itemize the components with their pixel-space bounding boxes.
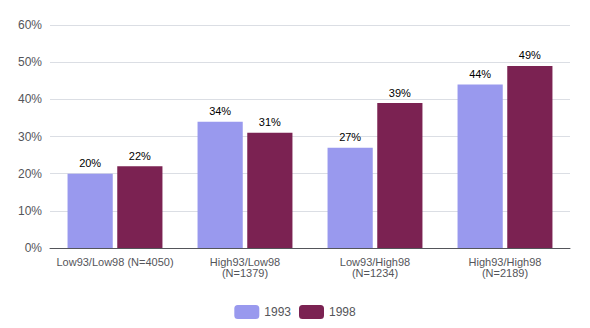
svg-text:High93/Low98: High93/Low98 xyxy=(209,255,281,268)
svg-text:1993: 1993 xyxy=(264,305,291,319)
svg-text:22%: 22% xyxy=(129,150,151,162)
svg-text:20%: 20% xyxy=(79,157,101,169)
svg-text:27%: 27% xyxy=(339,131,361,143)
svg-text:20%: 20% xyxy=(18,167,42,181)
svg-text:49%: 49% xyxy=(519,49,541,61)
svg-text:0%: 0% xyxy=(25,241,43,255)
svg-text:50%: 50% xyxy=(18,55,42,69)
svg-text:30%: 30% xyxy=(18,130,42,144)
svg-text:39%: 39% xyxy=(389,87,411,99)
svg-text:1998: 1998 xyxy=(329,305,356,319)
svg-text:40%: 40% xyxy=(18,92,42,106)
svg-text:(N=1234): (N=1234) xyxy=(352,267,398,279)
svg-text:High93/High98: High93/High98 xyxy=(468,255,542,268)
svg-text:(N=2189): (N=2189) xyxy=(482,267,528,279)
svg-text:31%: 31% xyxy=(259,116,281,128)
svg-text:44%: 44% xyxy=(469,68,491,80)
svg-text:34%: 34% xyxy=(209,105,231,117)
svg-text:60%: 60% xyxy=(18,18,42,32)
svg-text:Low93/Low98 (N=4050): Low93/Low98 (N=4050) xyxy=(56,256,173,268)
svg-text:(N=1379): (N=1379) xyxy=(222,267,268,279)
svg-text:10%: 10% xyxy=(18,204,42,218)
svg-text:Low93/High98: Low93/High98 xyxy=(339,255,411,268)
